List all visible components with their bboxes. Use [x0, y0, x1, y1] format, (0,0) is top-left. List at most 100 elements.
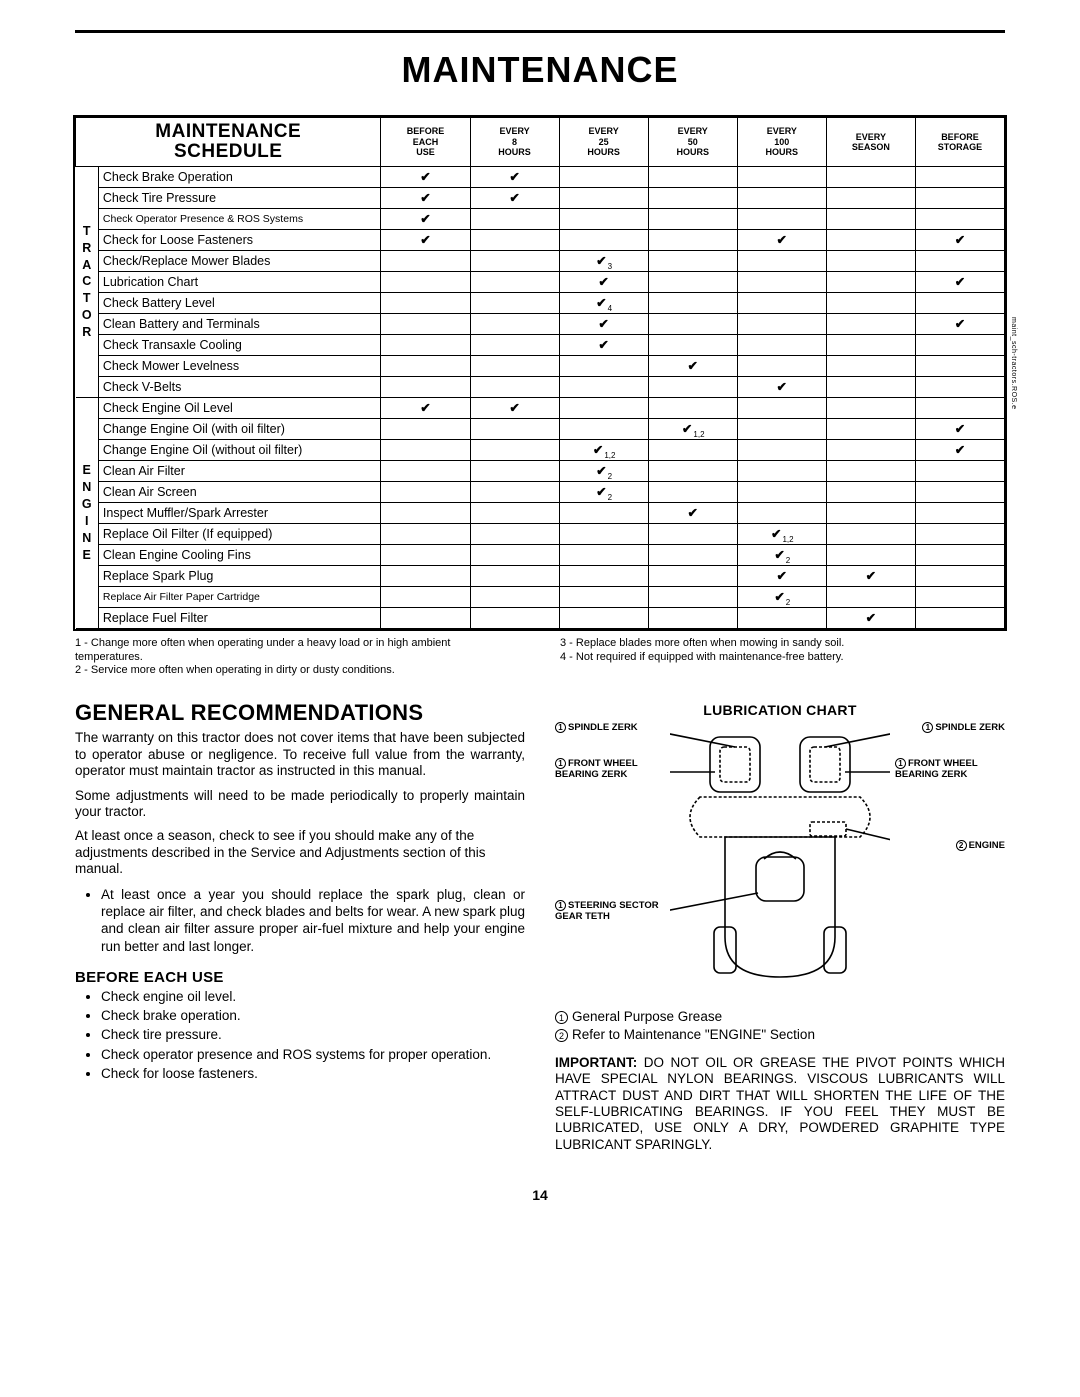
check-cell: 2: [559, 460, 648, 481]
check-cell: [915, 481, 1004, 502]
check-cell: [737, 187, 826, 208]
check-cell: [915, 565, 1004, 586]
table-row: Check Mower Levelness: [76, 355, 1005, 376]
check-cell: [470, 481, 559, 502]
check-cell: [826, 481, 915, 502]
check-cell: [826, 292, 915, 313]
task-name: Replace Spark Plug: [98, 565, 381, 586]
table-row: Clean Air Filter2: [76, 460, 1005, 481]
check-cell: [826, 397, 915, 418]
check-cell: [648, 565, 737, 586]
check-cell: [559, 355, 648, 376]
check-cell: [559, 376, 648, 397]
list-item: Check tire pressure.: [101, 1026, 525, 1043]
lubrication-legend: 1General Purpose Grease 2Refer to Mainte…: [555, 1008, 1005, 1044]
check-cell: [915, 271, 1004, 292]
col-header-6: BEFORESTORAGE: [915, 118, 1004, 167]
check-cell: 4: [559, 292, 648, 313]
check-cell: [470, 187, 559, 208]
footnotes-right: 3 - Replace blades more often when mowin…: [560, 637, 1005, 678]
check-cell: [648, 397, 737, 418]
check-cell: [559, 187, 648, 208]
legend-1: 1General Purpose Grease: [555, 1008, 1005, 1026]
check-cell: [648, 502, 737, 523]
check-cell: [559, 502, 648, 523]
check-cell: [915, 397, 1004, 418]
maintenance-schedule-table: MAINTENANCE SCHEDULE BEFOREEACHUSE EVERY…: [75, 117, 1005, 629]
check-cell: [648, 313, 737, 334]
table-row: Check V-Belts: [76, 376, 1005, 397]
check-cell: [915, 313, 1004, 334]
footnote-3: 3 - Replace blades more often when mowin…: [560, 637, 1005, 651]
check-cell: [470, 565, 559, 586]
check-cell: [381, 187, 470, 208]
check-cell: [648, 607, 737, 628]
check-cell: [381, 166, 470, 187]
check-cell: [737, 229, 826, 250]
table-row: Clean Air Screen2: [76, 481, 1005, 502]
check-cell: [648, 229, 737, 250]
task-name: Check/Replace Mower Blades: [98, 250, 381, 271]
check-cell: [826, 250, 915, 271]
check-cell: [470, 460, 559, 481]
task-name: Check Engine Oil Level: [98, 397, 381, 418]
check-cell: [737, 460, 826, 481]
check-cell: [915, 439, 1004, 460]
general-para-3: At least once a season, check to see if …: [75, 828, 525, 877]
check-cell: [470, 250, 559, 271]
schedule-title-l1: MAINTENANCE: [78, 122, 378, 142]
check-cell: 1,2: [559, 439, 648, 460]
check-cell: [826, 460, 915, 481]
check-cell: [470, 166, 559, 187]
check-cell: 2: [737, 586, 826, 607]
check-cell: [559, 313, 648, 334]
table-row: Clean Battery and Terminals: [76, 313, 1005, 334]
check-cell: [470, 439, 559, 460]
important-note: IMPORTANT: DO NOT OIL OR GREASE THE PIVO…: [555, 1055, 1005, 1154]
check-cell: [915, 418, 1004, 439]
list-item: Check for loose fasteners.: [101, 1065, 525, 1082]
list-item: Check engine oil level.: [101, 988, 525, 1005]
check-cell: [470, 376, 559, 397]
check-cell: [648, 439, 737, 460]
check-cell: [826, 544, 915, 565]
check-cell: [915, 250, 1004, 271]
check-cell: [470, 313, 559, 334]
check-cell: [826, 439, 915, 460]
label-spindle-left: 1SPINDLE ZERK: [555, 722, 638, 733]
check-cell: 2: [737, 544, 826, 565]
col-header-5: EVERYSEASON: [826, 118, 915, 167]
check-cell: [559, 166, 648, 187]
label-spindle-right: 1SPINDLE ZERK: [922, 722, 1005, 733]
check-cell: [737, 334, 826, 355]
check-cell: [826, 607, 915, 628]
page-title: MAINTENANCE: [75, 49, 1005, 91]
check-cell: [826, 376, 915, 397]
mower-outline-icon: [670, 727, 890, 987]
check-cell: [737, 376, 826, 397]
check-cell: [648, 187, 737, 208]
check-cell: [826, 271, 915, 292]
task-name: Check Operator Presence & ROS Systems: [98, 208, 381, 229]
task-name: Check Mower Levelness: [98, 355, 381, 376]
check-cell: [915, 292, 1004, 313]
task-name: Clean Engine Cooling Fins: [98, 544, 381, 565]
table-row: Lubrication Chart: [76, 271, 1005, 292]
table-row: Clean Engine Cooling Fins 2: [76, 544, 1005, 565]
check-cell: [470, 607, 559, 628]
task-name: Check Transaxle Cooling: [98, 334, 381, 355]
check-cell: [737, 418, 826, 439]
task-name: Change Engine Oil (without oil filter): [98, 439, 381, 460]
table-row: Replace Air Filter Paper Cartridge2: [76, 586, 1005, 607]
check-cell: [381, 523, 470, 544]
check-cell: [915, 187, 1004, 208]
check-cell: [559, 544, 648, 565]
before-each-use-list: Check engine oil level.Check brake opera…: [75, 988, 525, 1082]
check-cell: [381, 292, 470, 313]
task-name: Check for Loose Fasteners: [98, 229, 381, 250]
check-cell: [648, 355, 737, 376]
footnote-1: 1 - Change more often when operating und…: [75, 637, 520, 665]
table-row: ENGINECheck Engine Oil Level: [76, 397, 1005, 418]
check-cell: [381, 607, 470, 628]
two-column-layout: GENERAL RECOMMENDATIONS The warranty on …: [75, 700, 1005, 1161]
